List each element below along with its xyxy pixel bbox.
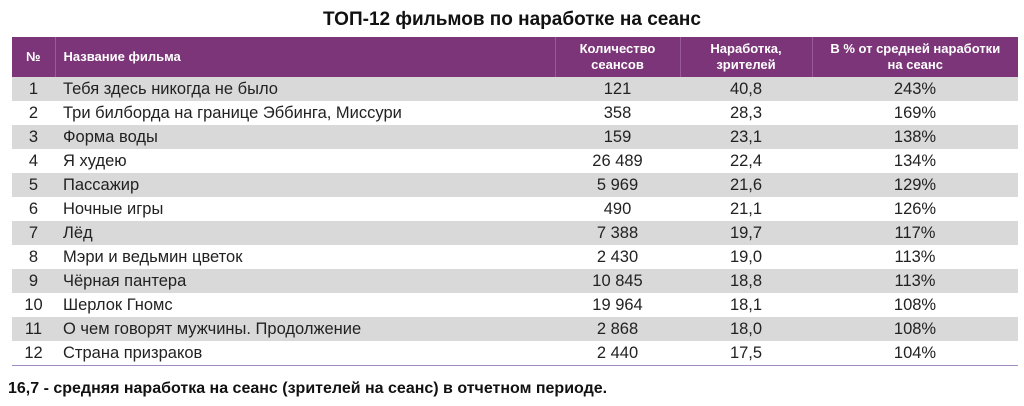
cell-per-session: 22,4 [729, 151, 763, 170]
cell-sessions: 19 964 [592, 295, 643, 314]
cell-name: Три билборда на границе Эббинга, Миссури [63, 103, 402, 122]
page-title: ТОП-12 фильмов по наработке на сеанс [323, 9, 701, 30]
table-row: 9 Чёрная пантера 10 845 18,8 113% [12, 269, 1018, 293]
cell-name: О чем говорят мужчины. Продолжение [55, 317, 555, 341]
cell-percent: 129% [812, 173, 1018, 197]
cell-per-session: 23,1 [680, 125, 812, 149]
header-num: № [12, 37, 55, 77]
cell-sessions: 490 [603, 199, 632, 218]
cell-percent: 113% [894, 247, 936, 266]
cell-sessions: 10 845 [555, 269, 680, 293]
cell-percent: 108% [812, 317, 1018, 341]
table-row: 2 Три билборда на границе Эббинга, Миссур… [12, 101, 1018, 125]
header-percent: В % от средней наработки на сеанс [811, 37, 1018, 77]
cell-sessions: 2 440 [555, 341, 680, 366]
cell-per-session: 18,0 [680, 317, 812, 341]
cell-name: Шерлок Гномс [63, 295, 173, 314]
table-row: 3 Форма воды 159 23,1 138% [12, 125, 1018, 149]
cell-num: 3 [12, 125, 55, 149]
cell-name: Форма воды [55, 125, 555, 149]
cell-num: 12 [12, 341, 55, 366]
cell-num: 6 [28, 199, 39, 218]
cell-num: 11 [12, 317, 55, 341]
cell-sessions: 159 [555, 125, 680, 149]
table-header-row: № Название фильма Количество сеансов Нара… [12, 37, 1018, 77]
cell-num: 10 [24, 295, 43, 314]
cell-sessions: 2 430 [596, 247, 639, 266]
cell-name: Мэри и ведьмин цветок [63, 247, 243, 266]
cell-percent: 113% [812, 269, 1018, 293]
cell-per-session: 21,1 [729, 199, 763, 218]
cell-name: Лёд [55, 221, 555, 245]
cell-name: Пассажир [55, 173, 555, 197]
cell-percent: 117% [812, 221, 1018, 245]
table-row: 11 О чем говорят мужчины. Продолжение 2 86… [12, 317, 1018, 341]
footnote: 16,7 - средняя наработка на сеанс (зрите… [8, 380, 608, 397]
table-row: 1 Тебя здесь никогда не было 121 40,8 243% [12, 77, 1018, 101]
cell-num: 4 [28, 151, 39, 170]
cell-per-session: 19,7 [680, 221, 812, 245]
cell-num: 7 [12, 221, 55, 245]
cell-name: Страна призраков [55, 341, 555, 366]
cell-percent: 169% [893, 103, 937, 122]
cell-per-session: 21,6 [680, 173, 812, 197]
cell-percent: 243% [812, 77, 1018, 101]
cell-num: 2 [28, 103, 39, 122]
cell-per-session: 18,1 [729, 295, 763, 314]
cell-num: 1 [12, 77, 55, 101]
table-row: 7 Лёд 7 388 19,7 117% [12, 221, 1018, 245]
cell-num: 5 [12, 173, 55, 197]
cell-num: 9 [12, 269, 55, 293]
cell-percent: 126% [893, 199, 937, 218]
cell-sessions: 7 388 [555, 221, 680, 245]
table-row: 12 Страна призраков 2 440 17,5 104% [12, 341, 1018, 366]
table-row: 5 Пассажир 5 969 21,6 129% [12, 173, 1018, 197]
cell-num: 8 [28, 247, 39, 266]
header-sessions: Количество сеансов [554, 37, 680, 77]
cell-name: Тебя здесь никогда не было [55, 77, 555, 101]
cell-sessions: 26 489 [592, 151, 643, 170]
cell-per-session: 40,8 [680, 77, 812, 101]
cell-name: Я худею [63, 151, 127, 170]
cell-sessions: 5 969 [555, 173, 680, 197]
cell-percent: 108% [893, 295, 937, 314]
cell-name: Чёрная пантера [55, 269, 555, 293]
cell-sessions: 121 [555, 77, 680, 101]
header-name: Название фильма [54, 37, 555, 77]
cell-per-session: 19,0 [729, 247, 763, 266]
table-row: 10 Шерлок Гномс 19 964 18,1 108% [12, 293, 1018, 317]
cell-sessions: 2 868 [555, 317, 680, 341]
cell-per-session: 18,8 [680, 269, 812, 293]
table-row: 4 Я худею 26 489 22,4 134% [12, 149, 1018, 173]
cell-percent: 134% [893, 151, 937, 170]
cell-per-session: 17,5 [680, 341, 812, 366]
header-per-session: Наработка, зрителей [679, 37, 812, 77]
cell-name: Ночные игры [63, 199, 164, 218]
cell-per-session: 28,3 [729, 103, 763, 122]
table-row: 6 Ночные игры 490 21,1 126% [12, 197, 1018, 221]
cell-percent: 104% [812, 341, 1018, 366]
top-films-table: № Название фильма Количество сеансов Нара… [12, 37, 1018, 366]
cell-percent: 138% [812, 125, 1018, 149]
cell-sessions: 358 [603, 103, 632, 122]
table-row: 8 Мэри и ведьмин цветок 2 430 19,0 113% [12, 245, 1018, 269]
